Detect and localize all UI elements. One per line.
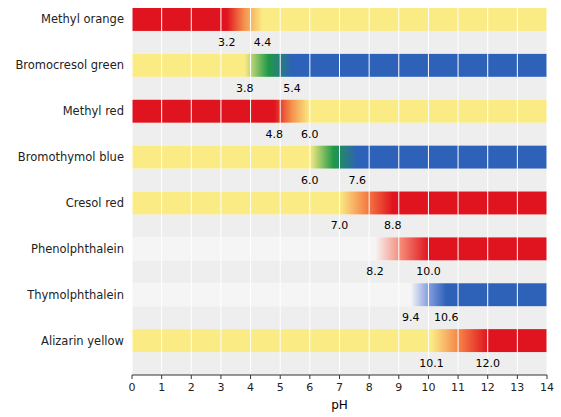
- grid-line: [547, 8, 548, 375]
- x-axis-label: pH: [331, 398, 348, 412]
- grid-line: [398, 8, 399, 375]
- grid-line: [220, 8, 221, 375]
- x-tick-label: 0: [129, 381, 136, 394]
- x-tick-label: 4: [247, 381, 254, 394]
- category-label: Cresol red: [66, 196, 124, 210]
- x-tick-label: 10: [421, 381, 435, 394]
- x-tick-label: 1: [158, 381, 165, 394]
- x-tick-label: 13: [510, 381, 524, 394]
- transition-label: 8.2: [366, 265, 384, 278]
- chart: Methyl orange 3.2 4.4 Bromocresol green 3.8 5…: [0, 0, 561, 417]
- category-label: Methyl red: [63, 104, 124, 118]
- grid-line: [161, 8, 162, 375]
- transition-label: 6.0: [301, 174, 319, 187]
- x-tick: [132, 375, 133, 379]
- x-tick: [280, 375, 281, 379]
- category-label: Thymolphthalein: [26, 288, 124, 302]
- grid: [132, 8, 547, 375]
- transition-label: 4.8: [266, 128, 284, 141]
- transition-label: 3.2: [218, 36, 236, 49]
- grid-line: [369, 8, 370, 375]
- x-tick: [250, 375, 251, 379]
- labels: Methyl orange 3.2 4.4 Bromocresol green 3.8 5…: [15, 12, 500, 370]
- transition-label: 10.0: [416, 265, 441, 278]
- transition-label: 7.6: [349, 174, 367, 187]
- x-tick: [161, 375, 162, 379]
- transition-label: 3.8: [236, 82, 254, 95]
- transition-label: 4.4: [254, 36, 272, 49]
- transition-label: 8.8: [384, 219, 402, 232]
- x-tick-label: 11: [451, 381, 465, 394]
- x-tick: [220, 375, 221, 379]
- x-tick-label: 14: [540, 381, 554, 394]
- x-tick: [369, 375, 370, 379]
- transition-label: 12.0: [475, 357, 500, 370]
- x-tick-label: 2: [188, 381, 195, 394]
- plot-area: [132, 8, 547, 375]
- category-label: Bromocresol green: [15, 58, 124, 72]
- grid-line: [517, 8, 518, 375]
- x-tick: [547, 375, 548, 379]
- x-tick-label: 5: [277, 381, 284, 394]
- grid-line: [309, 8, 310, 375]
- x-tick: [339, 375, 340, 379]
- transition-label: 5.4: [283, 82, 301, 95]
- x-tick: [309, 375, 310, 379]
- transition-label: 6.0: [301, 128, 319, 141]
- x-tick: [191, 375, 192, 379]
- grid-line: [280, 8, 281, 375]
- grid-line: [132, 8, 133, 375]
- x-tick: [517, 375, 518, 379]
- x-tick-label: 6: [306, 381, 313, 394]
- grid-line: [250, 8, 251, 375]
- category-label: Phenolphthalein: [31, 242, 124, 256]
- x-tick: [487, 375, 488, 379]
- x-tick-label: 12: [481, 381, 495, 394]
- x-tick-label: 9: [395, 381, 402, 394]
- x-tick-label: 8: [366, 381, 373, 394]
- category-label: Methyl orange: [41, 12, 124, 26]
- grid-line: [191, 8, 192, 375]
- transition-label: 9.4: [402, 311, 420, 324]
- grid-line: [487, 8, 488, 375]
- grid-line: [428, 8, 429, 375]
- x-tick-label: 3: [217, 381, 224, 394]
- category-label: Bromothymol blue: [18, 150, 124, 164]
- x-tick-label: 7: [336, 381, 343, 394]
- category-label: Alizarin yellow: [41, 334, 124, 348]
- transition-label: 10.6: [434, 311, 459, 324]
- transition-label: 10.1: [419, 357, 444, 370]
- x-tick: [398, 375, 399, 379]
- x-tick: [428, 375, 429, 379]
- x-tick: [458, 375, 459, 379]
- transition-label: 7.0: [331, 219, 349, 232]
- grid-line: [339, 8, 340, 375]
